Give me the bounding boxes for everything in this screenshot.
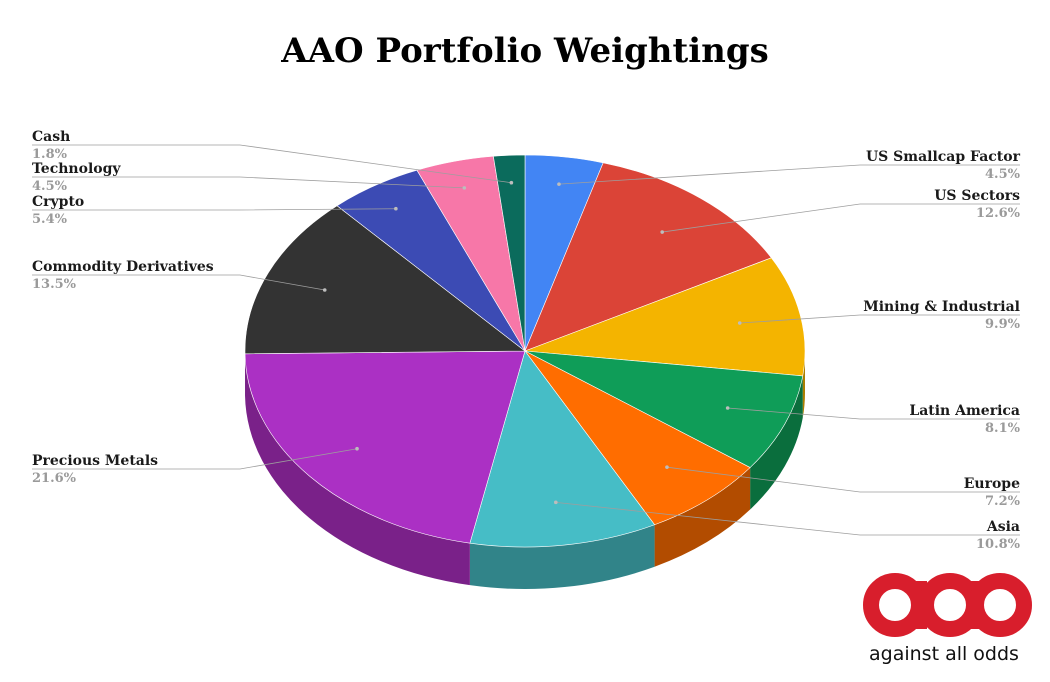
leader-dot (322, 288, 327, 292)
logo-glyphs-icon (863, 573, 1032, 637)
leader-dot (737, 321, 742, 325)
slice-side-mining-and-industrial (802, 351, 805, 418)
leader-dot (509, 180, 514, 185)
slice-label-value: 1.8% (32, 147, 68, 162)
slice-label-value: 7.2% (985, 494, 1021, 509)
leader-line (558, 164, 1020, 185)
slice-label-value: 13.5% (32, 277, 77, 292)
slice-cash (493, 154, 526, 352)
slice-label-cash: Cash 1.8% (32, 129, 514, 185)
slice-latin-america (524, 350, 804, 468)
pie-depth (245, 351, 805, 589)
slice-label-commodity-derivatives: Commodity Derivatives 13.5% (32, 259, 327, 292)
slice-label-name: Latin America (909, 403, 1020, 419)
slice-side-precious-metals (245, 353, 470, 586)
slice-label-value: 5.4% (32, 212, 68, 227)
slice-label-name: Europe (964, 476, 1020, 492)
slice-side-europe (654, 467, 751, 567)
slice-label-us-smallcap-factor: US Smallcap Factor 4.5% (557, 149, 1021, 186)
leader-line (666, 466, 1020, 493)
leader-line (555, 501, 1020, 536)
slice-label-value: 21.6% (32, 471, 77, 486)
slice-label-value: 4.5% (32, 179, 68, 194)
leader-line (32, 208, 396, 211)
slice-label-crypto: Crypto 5.4% (32, 194, 398, 227)
slice-label-europe: Europe 7.2% (665, 465, 1021, 509)
slice-label-latin-america: Latin America 8.1% (725, 403, 1021, 436)
slice-commodity-derivatives (244, 205, 526, 355)
slice-label-name: Crypto (32, 194, 84, 210)
slice-label-name: Mining & Industrial (863, 299, 1020, 315)
slice-label-value: 4.5% (985, 167, 1021, 182)
aao-logo: against all odds (863, 573, 1032, 665)
slice-label-us-sectors: US Sectors 12.6% (660, 188, 1021, 234)
slice-label-value: 8.1% (985, 421, 1021, 436)
leader-dot (660, 230, 665, 234)
leader-dot (462, 186, 467, 190)
slice-label-name: Technology (32, 161, 121, 177)
slice-us-sectors (524, 162, 772, 352)
leader-line (727, 407, 1020, 420)
slice-precious-metals (244, 350, 526, 544)
slice-label-name: Commodity Derivatives (32, 259, 214, 275)
leader-dot (665, 465, 669, 469)
leader-line (739, 314, 1020, 324)
leader-dot (355, 446, 359, 451)
slice-label-asia: Asia 10.8% (554, 500, 1021, 552)
slice-side-latin-america (750, 375, 803, 510)
slice-label-value: 9.9% (985, 317, 1021, 332)
chart-title: AAO Portfolio Weightings (280, 31, 769, 71)
pie-slices (244, 154, 806, 548)
slice-asia (469, 350, 656, 548)
slice-label-name: US Sectors (934, 188, 1020, 204)
leader-dot (554, 500, 558, 505)
slice-label-technology: Technology 4.5% (32, 161, 467, 194)
leader-line (32, 448, 358, 470)
slice-label-value: 10.8% (976, 537, 1021, 552)
leader-line (32, 274, 325, 291)
slice-label-value: 12.6% (976, 206, 1021, 221)
leader-dot (725, 406, 730, 410)
slice-label-name: Precious Metals (32, 453, 158, 469)
leader-dot (557, 182, 561, 186)
slice-label-mining-and-industrial: Mining & Industrial 9.9% (737, 299, 1021, 332)
leader-dot (394, 206, 398, 211)
slice-label-name: Asia (986, 519, 1020, 535)
slice-side-asia (469, 524, 655, 589)
slice-europe (524, 350, 751, 526)
slice-label-precious-metals: Precious Metals 21.6% (32, 446, 359, 486)
slice-label-name: Cash (32, 129, 70, 145)
leader-line (662, 203, 1020, 233)
leader-line (32, 176, 465, 189)
slice-label-name: US Smallcap Factor (866, 149, 1021, 165)
logo-tagline: against all odds (869, 643, 1019, 665)
slice-labels: US Smallcap Factor 4.5% US Sectors 12.6% Min… (32, 129, 1021, 552)
leader-line (32, 144, 512, 184)
slice-mining-and-industrial (524, 257, 806, 377)
